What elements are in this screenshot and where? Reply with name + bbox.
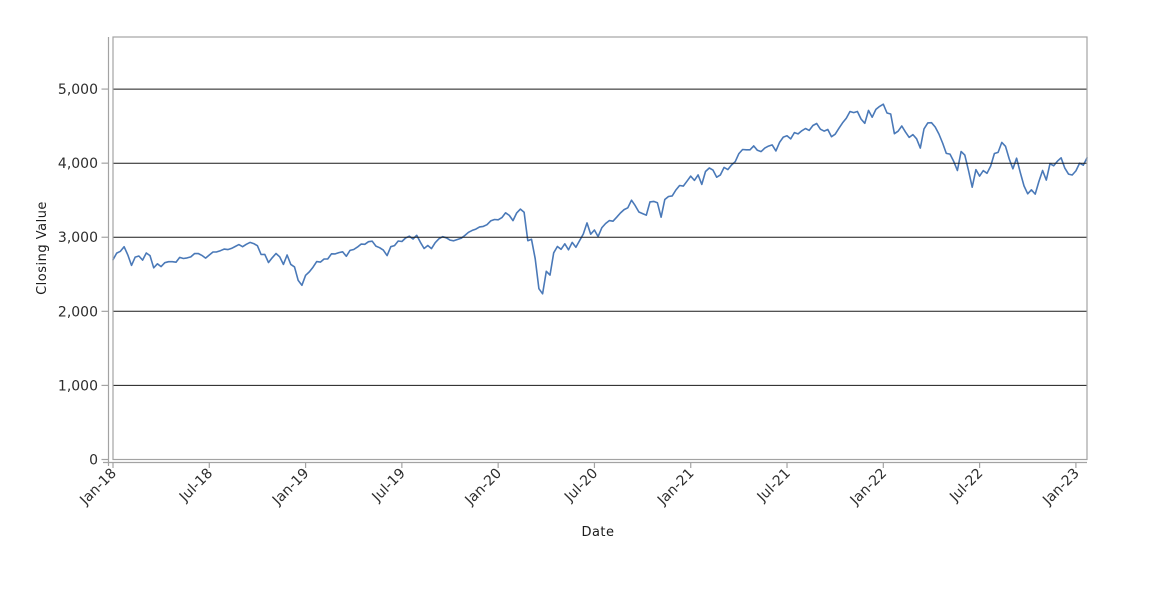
y-tick-label: 0: [89, 453, 98, 469]
x-tick-label: Jul-19: [369, 466, 409, 506]
x-tick-label: Jan-21: [654, 466, 697, 509]
x-tick-label: Jan-19: [269, 466, 312, 509]
y-tick-label: 5,000: [58, 82, 98, 98]
x-tick-label: Jan-23: [1039, 466, 1082, 509]
y-tick-label: 3,000: [58, 230, 98, 246]
x-tick-label: Jul-22: [946, 466, 986, 506]
x-axis-title: Date: [581, 525, 614, 540]
x-tick-label: Jul-21: [754, 466, 794, 506]
x-tick-label: Jan-22: [847, 466, 890, 509]
series-line-closing-value: [112, 103, 1088, 295]
y-axis-title: Closing Value: [35, 201, 50, 295]
y-tick-label: 2,000: [58, 304, 98, 320]
x-tick-label: Jan-18: [76, 466, 119, 509]
y-tick-label: 1,000: [58, 378, 98, 394]
plot-border: [112, 36, 1088, 461]
x-tick-label: Jul-20: [561, 466, 601, 506]
x-tick-label: Jan-20: [462, 466, 505, 509]
x-tick-label: Jul-18: [176, 466, 216, 506]
y-tick-label: 4,000: [58, 156, 98, 172]
